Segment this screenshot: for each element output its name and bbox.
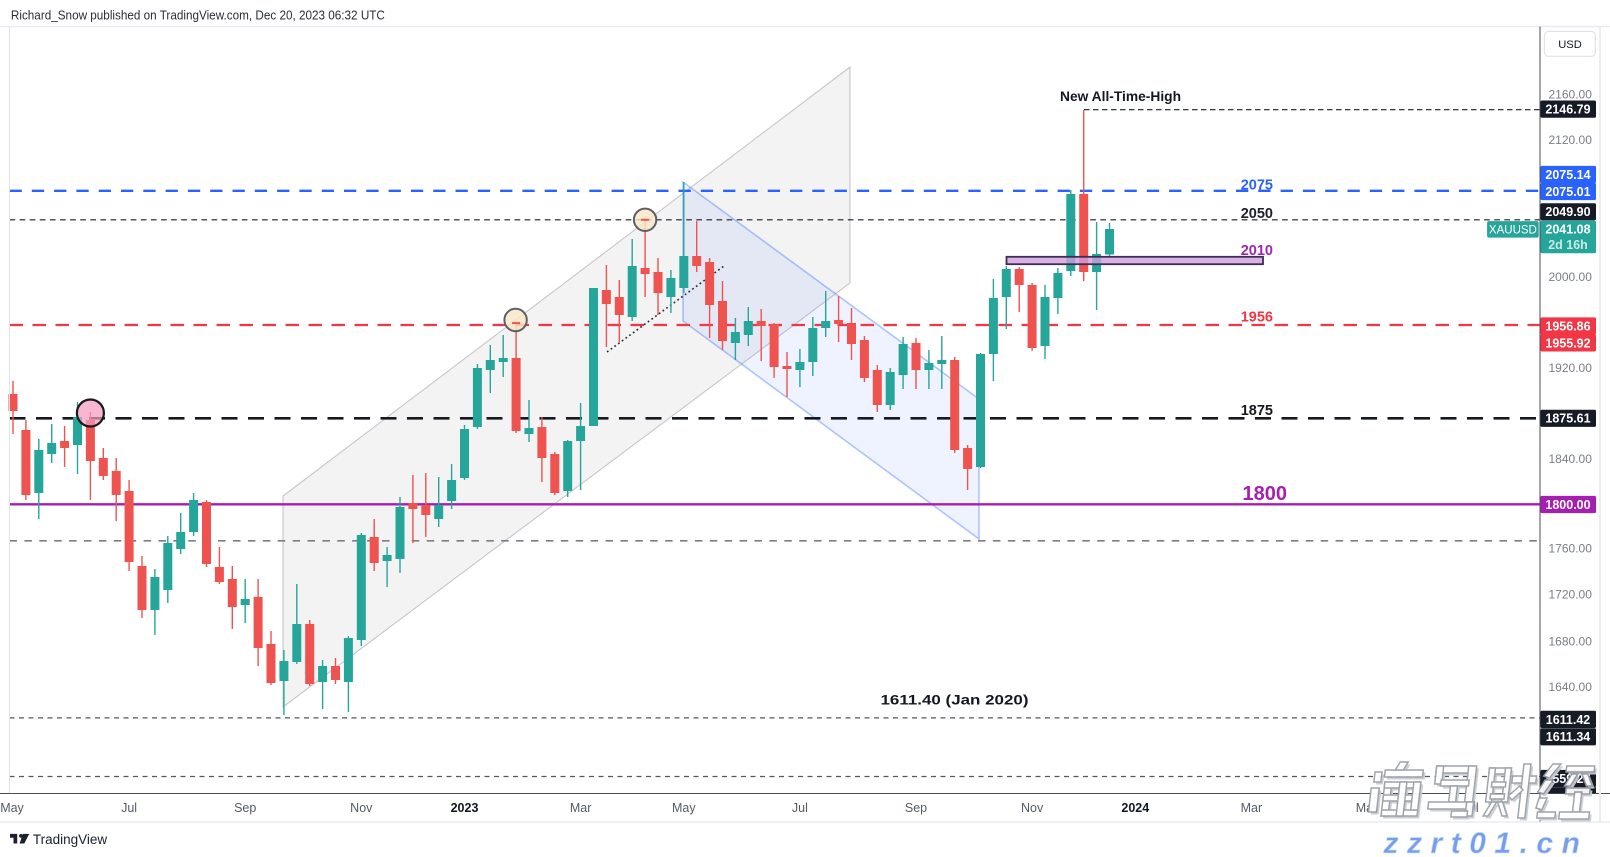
svg-text:1640.00: 1640.00 [1549,680,1593,694]
svg-text:USD: USD [1558,39,1582,51]
svg-text:1611.34: 1611.34 [1546,730,1591,744]
svg-text:Sep: Sep [905,801,927,815]
svg-text:New All-Time-High: New All-Time-High [1060,88,1181,104]
svg-text:May: May [0,801,24,815]
svg-text:TradingView: TradingView [33,832,108,847]
svg-text:Jul: Jul [792,801,808,815]
svg-text:2041.08: 2041.08 [1545,223,1590,237]
svg-text:1611.40 (Jan 2020): 1611.40 (Jan 2020) [881,692,1029,708]
svg-text:1760.00: 1760.00 [1549,542,1593,556]
svg-text:2050: 2050 [1241,206,1273,222]
svg-text:2146.79: 2146.79 [1545,103,1590,117]
svg-text:2075.14: 2075.14 [1545,168,1590,182]
svg-text:Nov: Nov [1021,801,1044,815]
svg-text:May: May [672,801,696,815]
svg-text:1956.86: 1956.86 [1545,319,1590,333]
svg-text:2160.00: 2160.00 [1549,88,1593,102]
svg-text:2075.01: 2075.01 [1545,185,1590,199]
svg-text:1875.61: 1875.61 [1545,412,1590,426]
svg-text:1956: 1956 [1241,310,1273,326]
svg-text:2075: 2075 [1241,178,1273,194]
svg-text:Mar: Mar [570,801,592,815]
svg-text:Mar: Mar [1241,801,1263,815]
svg-text:2010: 2010 [1241,243,1273,259]
svg-text:1920.00: 1920.00 [1549,361,1593,375]
svg-text:2024: 2024 [1121,801,1149,815]
svg-text:2d 16h: 2d 16h [1548,238,1588,252]
svg-text:2049.90: 2049.90 [1545,205,1590,219]
svg-text:zzrt01.cn: zzrt01.cn [1383,827,1589,857]
svg-text:1800.00: 1800.00 [1545,498,1590,512]
svg-text:2120.00: 2120.00 [1549,133,1593,147]
svg-text:Sep: Sep [234,801,256,815]
svg-text:1955.92: 1955.92 [1545,336,1590,350]
svg-text:Jul: Jul [121,801,137,815]
svg-text:1875: 1875 [1241,403,1273,419]
svg-text:1840.00: 1840.00 [1549,452,1593,466]
svg-text:XAUUSD: XAUUSD [1489,225,1537,237]
svg-text:1720.00: 1720.00 [1549,588,1593,602]
svg-text:Nov: Nov [350,801,373,815]
svg-text:2000.00: 2000.00 [1549,270,1593,284]
svg-text:1680.00: 1680.00 [1549,634,1593,648]
svg-text:1800: 1800 [1243,483,1288,505]
svg-text:2023: 2023 [451,801,479,815]
svg-text:Richard_Snow published on Trad: Richard_Snow published on TradingView.co… [11,8,385,23]
svg-text:1611.42: 1611.42 [1546,713,1591,727]
